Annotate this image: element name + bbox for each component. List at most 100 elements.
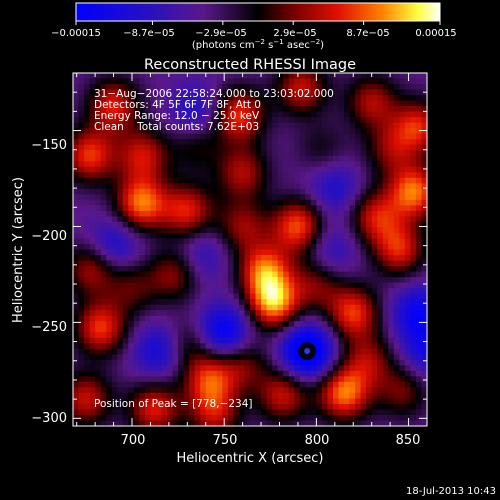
heatmap-cell: [327, 326, 334, 333]
heatmap-cell: [338, 100, 345, 107]
x-tick-label-850: 850: [396, 433, 421, 448]
heatmap-cell: [189, 249, 196, 256]
heatmap-cell: [366, 365, 373, 372]
heatmap-cell: [194, 78, 201, 85]
heatmap-cell: [377, 216, 384, 223]
heatmap-cell: [200, 249, 207, 256]
heatmap-cell: [316, 310, 323, 317]
heatmap-cell: [393, 315, 400, 322]
heatmap-cell: [371, 370, 378, 377]
heatmap-cell: [344, 271, 350, 278]
heatmap-cell: [388, 392, 395, 399]
heatmap-cell: [161, 188, 168, 195]
heatmap-cell: [222, 144, 229, 151]
heatmap-cell: [255, 205, 262, 212]
heatmap-cell: [255, 359, 262, 366]
heatmap-cell: [299, 111, 306, 118]
heatmap-cell: [89, 387, 96, 394]
heatmap-cell: [200, 409, 207, 416]
heatmap-cell: [399, 232, 406, 239]
heatmap-cell: [382, 227, 389, 234]
heatmap-cell: [288, 271, 295, 278]
heatmap-cell: [283, 78, 290, 85]
heatmap-cell: [100, 216, 107, 223]
heatmap-cell: [238, 359, 245, 366]
heatmap-cell: [167, 216, 173, 223]
heatmap-cell: [183, 95, 190, 101]
heatmap-cell: [161, 172, 168, 179]
heatmap-cell: [360, 332, 367, 339]
heatmap-cell: [250, 95, 256, 101]
heatmap-cell: [155, 249, 162, 256]
heatmap-cell: [294, 343, 301, 350]
heatmap-cell: [371, 183, 378, 190]
heatmap-cell: [183, 255, 190, 261]
heatmap-cell: [261, 293, 267, 300]
heatmap-cell: [150, 84, 157, 90]
heatmap-cell: [84, 304, 90, 311]
heatmap-cell: [404, 122, 411, 129]
heatmap-cell: [338, 277, 345, 283]
heatmap-cell: [377, 332, 384, 339]
heatmap-cell: [139, 326, 146, 333]
heatmap-cell: [244, 111, 251, 118]
heatmap-cell: [111, 370, 118, 377]
heatmap-cell: [371, 205, 378, 212]
heatmap-cell: [183, 205, 190, 212]
heatmap-cell: [172, 387, 179, 394]
heatmap-cell: [139, 354, 146, 361]
heatmap-cell: [216, 288, 223, 295]
heatmap-cell: [95, 221, 102, 228]
heatmap-cell: [172, 133, 179, 140]
heatmap-cell: [128, 177, 135, 184]
heatmap-cell: [244, 144, 251, 151]
heatmap-cell: [117, 150, 124, 157]
heatmap-cell: [128, 354, 135, 361]
heatmap-cell: [189, 343, 196, 350]
heatmap-cell: [200, 282, 207, 289]
heatmap-cell: [73, 321, 79, 328]
heatmap-cell: [95, 161, 102, 168]
heatmap-cell: [205, 260, 212, 267]
heatmap-cell: [111, 166, 118, 173]
heatmap-cell: [310, 84, 317, 90]
heatmap-cell: [133, 277, 140, 283]
heatmap-cell: [344, 238, 350, 245]
heatmap-cell: [95, 315, 102, 322]
heatmap-cell: [89, 282, 96, 289]
heatmap-cell: [421, 227, 427, 234]
heatmap-cell: [122, 321, 129, 328]
heatmap-cell: [261, 144, 267, 151]
heatmap-cell: [344, 249, 350, 256]
heatmap-cell: [366, 370, 373, 377]
heatmap-cell: [205, 370, 212, 377]
heatmap-cell: [200, 144, 207, 151]
heatmap-cell: [355, 343, 362, 350]
heatmap-cell: [371, 260, 378, 267]
heatmap-cell: [294, 310, 301, 317]
heatmap-cell: [111, 100, 118, 107]
heatmap-cell: [194, 221, 201, 228]
heatmap-cell: [393, 387, 400, 394]
heatmap-cell: [100, 205, 107, 212]
heatmap-cell: [349, 84, 356, 90]
heatmap-cell: [410, 210, 417, 217]
heatmap-cell: [128, 343, 135, 350]
y-tick-label-150: −150: [31, 138, 67, 153]
heatmap-cell: [161, 84, 168, 90]
heatmap-cell: [189, 73, 196, 79]
heatmap-cell: [89, 392, 96, 399]
heatmap-cell: [294, 166, 301, 173]
heatmap-cell: [355, 315, 362, 322]
heatmap-cell: [78, 271, 85, 278]
heatmap-cell: [393, 398, 400, 405]
heatmap-cell: [261, 348, 267, 355]
heatmap-cell: [133, 409, 140, 416]
heatmap-cell: [393, 249, 400, 256]
heatmap-cell: [415, 111, 422, 118]
heatmap-cell: [155, 403, 162, 410]
heatmap-cell: [294, 337, 301, 344]
heatmap-cell: [233, 293, 240, 300]
heatmap-cell: [382, 232, 389, 239]
heatmap-cell: [150, 260, 157, 267]
